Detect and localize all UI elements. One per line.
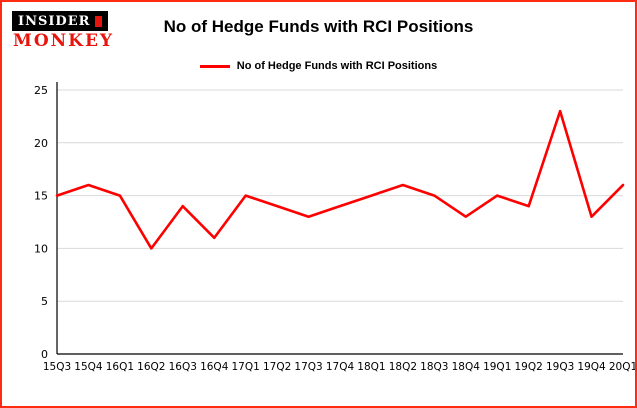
x-tick-label: 19Q2 — [515, 361, 543, 373]
logo-insider-text: INSIDER — [18, 14, 91, 29]
x-tick-label: 16Q3 — [169, 361, 197, 373]
x-tick-label: 18Q4 — [452, 361, 481, 373]
insider-monkey-logo: INSIDER MONKEY — [12, 11, 114, 50]
legend: No of Hedge Funds with RCI Positions — [2, 60, 635, 72]
legend-line-swatch — [199, 64, 230, 68]
x-tick-label: 16Q4 — [200, 361, 229, 373]
logo-insider-bar: INSIDER — [12, 11, 109, 31]
x-tick-label: 18Q1 — [357, 361, 385, 373]
x-tick-label: 19Q4 — [577, 361, 606, 373]
chart-title: No of Hedge Funds with RCI Positions — [163, 17, 474, 36]
x-tick-label: 15Q3 — [43, 361, 71, 373]
x-tick-label: 18Q2 — [389, 361, 417, 373]
x-tick-label: 17Q2 — [263, 361, 291, 373]
y-tick-label: 10 — [34, 242, 48, 255]
x-tick-label: 17Q1 — [232, 361, 260, 373]
series-line — [55, 109, 625, 250]
x-tick-label: 17Q3 — [294, 361, 322, 373]
y-tick-label: 25 — [34, 84, 48, 97]
x-tick-label: 16Q2 — [137, 361, 165, 373]
legend-label: No of Hedge Funds with RCI Positions — [236, 60, 438, 72]
x-tick-label: 16Q1 — [106, 361, 134, 373]
x-tick-label: 17Q4 — [326, 361, 355, 373]
y-tick-label: 20 — [34, 137, 48, 150]
x-tick-label: 15Q4 — [74, 361, 103, 373]
logo-red-mark-icon — [95, 16, 103, 27]
x-tick-label: 18Q3 — [420, 361, 448, 373]
logo-monkey-text: MONKEY — [13, 31, 115, 51]
x-tick-label: 19Q1 — [483, 361, 511, 373]
x-tick-label: 19Q3 — [546, 361, 574, 373]
y-tick-label: 5 — [41, 295, 48, 308]
x-tick-label: 20Q1 — [609, 361, 637, 373]
y-tick-label: 15 — [34, 190, 48, 203]
y-tick-label: 0 — [41, 348, 48, 361]
